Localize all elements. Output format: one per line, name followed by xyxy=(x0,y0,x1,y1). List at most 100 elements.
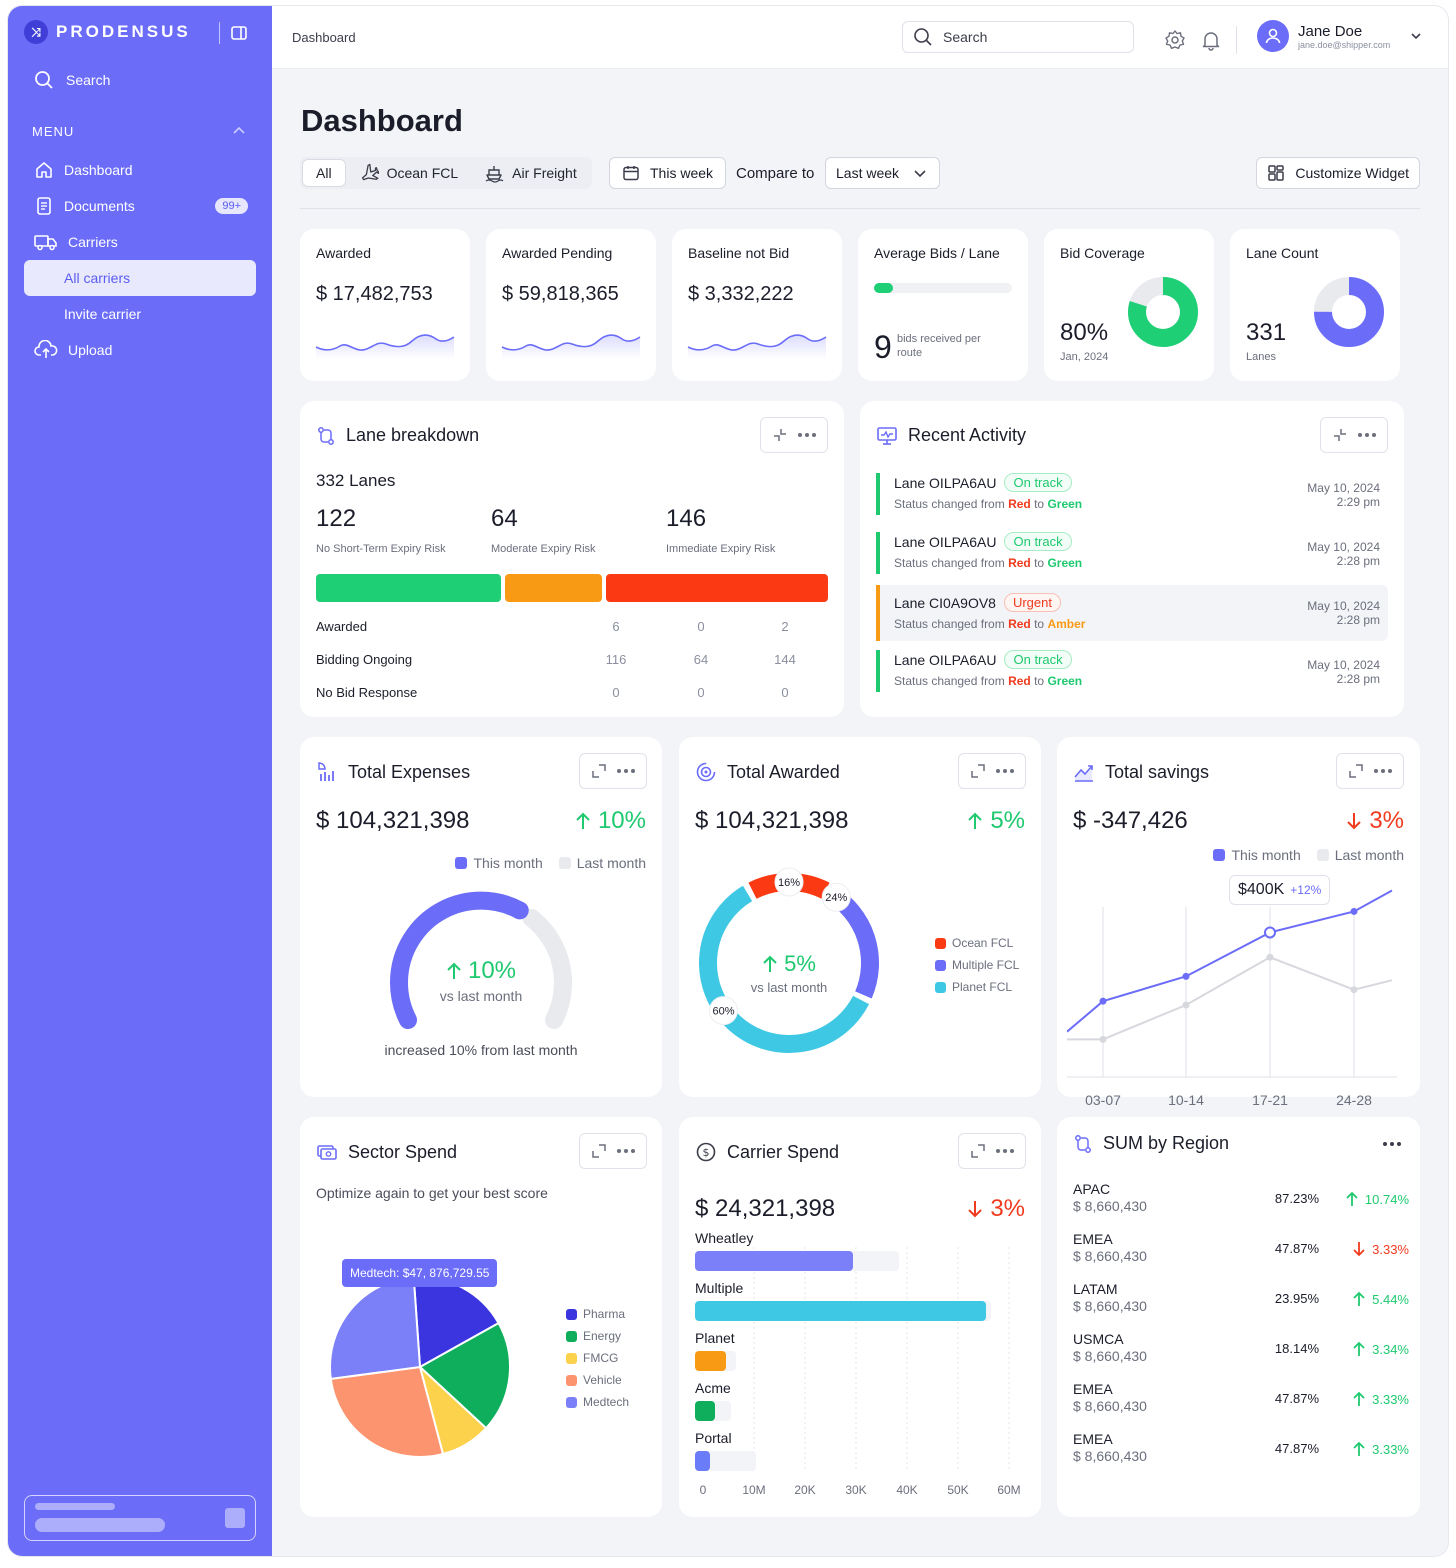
bar-wheatley[interactable] xyxy=(695,1251,854,1271)
data-point[interactable] xyxy=(1264,926,1276,939)
customize-widget-button[interactable]: Customize Widget xyxy=(1256,157,1420,189)
activity-item-highlighted[interactable]: Lane CI0A9OV8 Urgent Status changed from … xyxy=(876,585,1388,641)
tab-air-freight[interactable]: Air Freight xyxy=(471,159,590,187)
data-point[interactable] xyxy=(1182,1001,1190,1009)
period-picker[interactable]: This week xyxy=(609,157,727,189)
pie-slice-vehicle[interactable] xyxy=(329,1365,445,1457)
expand-icon[interactable] xyxy=(1347,762,1365,780)
trend-chart-icon xyxy=(1074,765,1093,782)
card-actions xyxy=(760,417,828,453)
period-label: This week xyxy=(650,165,714,181)
more-icon[interactable] xyxy=(1373,768,1393,774)
sidebar-search[interactable]: Search xyxy=(34,70,110,90)
mode-segmented-control: All Ocean FCL Air Freight xyxy=(300,157,592,189)
donut-segment[interactable] xyxy=(699,885,870,1053)
pie-slice-medtech[interactable] xyxy=(329,1277,422,1381)
bar-portal[interactable] xyxy=(695,1451,711,1471)
carrier-spend-card: $ Carrier Spend $ 24,321,398 3% 0 10M 20K 3… xyxy=(679,1117,1041,1517)
breadcrumb[interactable]: Dashboard xyxy=(292,30,356,45)
sidebar-item-label: Dashboard xyxy=(64,162,133,178)
kpi-card-awarded[interactable]: Awarded $ 17,482,753 xyxy=(300,229,470,381)
region-value: $ 8,660,430 xyxy=(1073,1248,1147,1264)
region-row[interactable]: USMCA $ 8,660,430 18.14% 3.34% xyxy=(1073,1331,1409,1371)
data-point[interactable] xyxy=(1182,972,1190,980)
kpi-card-bid-coverage[interactable]: Bid Coverage 80% Jan, 2024 xyxy=(1044,229,1214,381)
activity-item[interactable]: Lane OILPA6AU On track Status changed fro… xyxy=(876,532,1388,574)
kpi-card-awarded-pending[interactable]: Awarded Pending $ 59,818,365 xyxy=(486,229,656,381)
more-icon[interactable] xyxy=(616,768,636,774)
activity-date: May 10, 2024 xyxy=(1307,599,1380,613)
bar-acme[interactable] xyxy=(695,1401,716,1421)
data-point[interactable] xyxy=(1350,907,1358,915)
search-icon xyxy=(914,28,932,46)
tab-all[interactable]: All xyxy=(302,159,346,187)
activity-item[interactable]: Lane OILPA6AU On track Status changed fro… xyxy=(876,473,1388,515)
donut-data-label: 24% xyxy=(821,882,851,912)
activity-text: Status changed from xyxy=(894,617,1005,631)
expand-icon[interactable] xyxy=(969,762,987,780)
more-icon[interactable] xyxy=(1382,1141,1402,1147)
sidebar-item-label: Documents xyxy=(64,198,135,214)
sidebar-item-dashboard[interactable]: Dashboard xyxy=(24,152,256,188)
change-value: 3% xyxy=(990,1195,1025,1222)
more-icon[interactable] xyxy=(616,1148,636,1154)
legend-label: Planet FCL xyxy=(952,980,1013,994)
sidebar-item-invite-carrier[interactable]: Invite carrier xyxy=(24,296,256,332)
region-row[interactable]: EMEA $ 8,660,430 47.87% 3.33% xyxy=(1073,1431,1409,1471)
search-input[interactable]: Search xyxy=(902,21,1134,53)
bar-multiple[interactable] xyxy=(695,1301,986,1321)
region-row[interactable]: APAC $ 8,660,430 87.23% 10.74% xyxy=(1073,1181,1409,1221)
more-icon[interactable] xyxy=(1357,432,1377,438)
sidebar-item-upload[interactable]: Upload xyxy=(24,332,256,368)
more-icon[interactable] xyxy=(995,1148,1015,1154)
expand-icon[interactable] xyxy=(969,1142,987,1160)
x-tick-label: 60M xyxy=(997,1483,1021,1497)
menu-heading[interactable]: MENU xyxy=(32,124,246,139)
sparkline xyxy=(687,334,827,359)
card-actions xyxy=(1320,417,1388,453)
more-icon[interactable] xyxy=(797,432,817,438)
expand-icon[interactable] xyxy=(590,762,608,780)
sidebar-item-all-carriers[interactable]: All carriers xyxy=(24,260,256,296)
data-point[interactable] xyxy=(1099,1035,1107,1043)
kpi-card-baseline-not-bid[interactable]: Baseline not Bid $ 3,332,222 xyxy=(672,229,842,381)
card-title: Total savings xyxy=(1105,761,1210,782)
skeleton-square xyxy=(225,1508,245,1528)
sidebar-item-documents[interactable]: Documents 99+ xyxy=(24,188,256,224)
bar-planet[interactable] xyxy=(695,1351,726,1371)
region-row[interactable]: EMEA $ 8,660,430 47.87% 3.33% xyxy=(1073,1381,1409,1421)
series-line xyxy=(1067,889,1393,1033)
sidebar-item-carriers[interactable]: Carriers xyxy=(24,224,256,260)
tooltip-change: +12% xyxy=(1290,883,1322,897)
region-row[interactable]: LATAM $ 8,660,430 23.95% 5.44% xyxy=(1073,1281,1409,1321)
region-row[interactable]: EMEA $ 8,660,430 47.87% 3.33% xyxy=(1073,1231,1409,1271)
tab-ocean-fcl[interactable]: Ocean FCL xyxy=(346,159,472,187)
compare-select[interactable]: Last week xyxy=(825,157,940,189)
collapse-icon[interactable] xyxy=(1331,426,1349,444)
carrier-spend-value: $ 24,321,398 xyxy=(695,1195,836,1222)
region-share: 18.14% xyxy=(1274,1341,1319,1356)
legend-item: This month xyxy=(1213,847,1301,863)
brand[interactable]: ⤨ PRODENSUS xyxy=(24,20,191,44)
data-point[interactable] xyxy=(1266,953,1274,961)
pie-slice-energy[interactable] xyxy=(418,1321,511,1430)
user-menu[interactable]: Jane Doe jane.doe@shipper.com xyxy=(1257,20,1423,52)
chevron-up-icon xyxy=(233,126,245,134)
activity-item[interactable]: Lane OILPA6AU On track Status changed fro… xyxy=(876,650,1388,692)
kpi-value: 80% xyxy=(1060,319,1109,346)
sidebar: ⤨ PRODENSUS Search MENU Dashboard Docume… xyxy=(8,6,272,1556)
data-point[interactable] xyxy=(1099,997,1107,1005)
status-to: Green xyxy=(1047,497,1083,511)
kpi-card-average-bids[interactable]: Average Bids / Lane 9 bids received per … xyxy=(858,229,1028,381)
sidebar-footer-placeholder[interactable] xyxy=(24,1495,256,1541)
collapse-icon[interactable] xyxy=(771,426,789,444)
expand-icon[interactable] xyxy=(590,1142,608,1160)
sidebar-collapse-button[interactable] xyxy=(219,22,248,44)
kpi-card-lane-count[interactable]: Lane Count 331 Lanes xyxy=(1230,229,1400,381)
more-icon[interactable] xyxy=(995,768,1015,774)
gear-icon[interactable] xyxy=(1164,29,1186,51)
kpi-title: Baseline not Bid xyxy=(688,245,790,261)
data-point[interactable] xyxy=(1350,986,1358,994)
bell-icon[interactable] xyxy=(1200,29,1222,51)
activity-lane: Lane OILPA6AU xyxy=(894,474,997,491)
